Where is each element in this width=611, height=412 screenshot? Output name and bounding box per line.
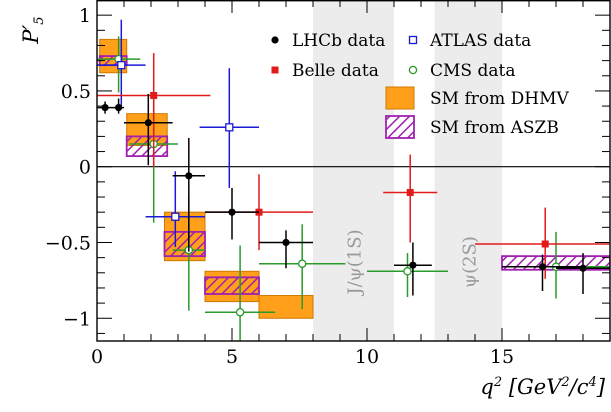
- lhcb-data-point: [101, 104, 109, 112]
- x-axis-title: q2 [GeV2/c4]: [480, 375, 605, 399]
- legend: LHCb data ATLAS data Belle data CMS data SM …: [271, 31, 569, 139]
- x-tick-label: 10: [355, 346, 379, 368]
- lhcb-data-legend-label: LHCb data: [292, 31, 385, 51]
- lhcb-data-point: [282, 238, 290, 247]
- lhcb-data-point: [115, 104, 123, 112]
- atlas-data-point: [171, 212, 180, 221]
- belle-data-point: [406, 188, 414, 196]
- sm-from-dhmv-legend-label: SM from DHMV: [430, 89, 569, 109]
- dhmv-box: [258, 295, 314, 319]
- vetoed-region-band: [313, 0, 394, 341]
- aszb-box: [204, 276, 260, 295]
- belle-data-legend-label: Belle data: [292, 61, 379, 81]
- lhcb-data-point: [409, 261, 417, 269]
- cms-data-point: [297, 259, 307, 268]
- x-tick-label: 15: [490, 346, 514, 368]
- y-tick-label: −1: [63, 308, 91, 330]
- belle-data-point: [150, 91, 158, 99]
- sm-from-aszb-legend-marker: [385, 115, 415, 139]
- aszb-box: [163, 230, 206, 258]
- sm-from-aszb-legend-label: SM from ASZB: [430, 118, 559, 138]
- lhcb-data-point: [538, 263, 547, 271]
- axes: 0 5 10 15 −1 −0.5 0 0.5 1: [45, 0, 611, 368]
- lhcb-data-point: [144, 119, 152, 127]
- vetoed-region-label: ψ(2S): [459, 236, 480, 288]
- atlas-data-point: [117, 61, 126, 70]
- x-tick-label: 0: [91, 346, 103, 368]
- cms-data-legend-marker: [408, 65, 418, 75]
- lhcb-data-point: [185, 172, 193, 180]
- belle-data-legend-marker: [271, 66, 279, 74]
- y-tick-label: 1: [79, 5, 91, 27]
- aszb-box: [125, 135, 169, 158]
- belle-data-point: [541, 240, 549, 248]
- cms-data-point: [403, 267, 412, 276]
- y-axis-title: P′5: [19, 16, 47, 44]
- y-tick-label: 0: [79, 157, 91, 179]
- vetoed-region-band: [434, 0, 502, 341]
- y-tick-label: 0.5: [61, 81, 91, 103]
- lhcb-data-point: [228, 208, 236, 216]
- cms-data-point: [235, 307, 245, 317]
- x-tick-label: 5: [226, 346, 238, 368]
- atlas-data-legend-marker: [408, 35, 418, 45]
- lhcb-data-legend-marker: [271, 36, 279, 44]
- plot-frame: [96, 0, 611, 342]
- y-tick-label: −0.5: [45, 232, 91, 254]
- vetoed-region-label: J/ψ(1S): [345, 229, 366, 296]
- lhcb-data-point: [579, 264, 587, 272]
- sm-from-dhmv-legend-marker: [385, 86, 415, 110]
- atlas-data-legend-label: ATLAS data: [429, 31, 531, 51]
- cms-data-legend-label: CMS data: [430, 61, 515, 81]
- vetoed-regions: J/ψ(1S) ψ(2S): [313, 0, 502, 341]
- atlas-data-point: [225, 123, 234, 132]
